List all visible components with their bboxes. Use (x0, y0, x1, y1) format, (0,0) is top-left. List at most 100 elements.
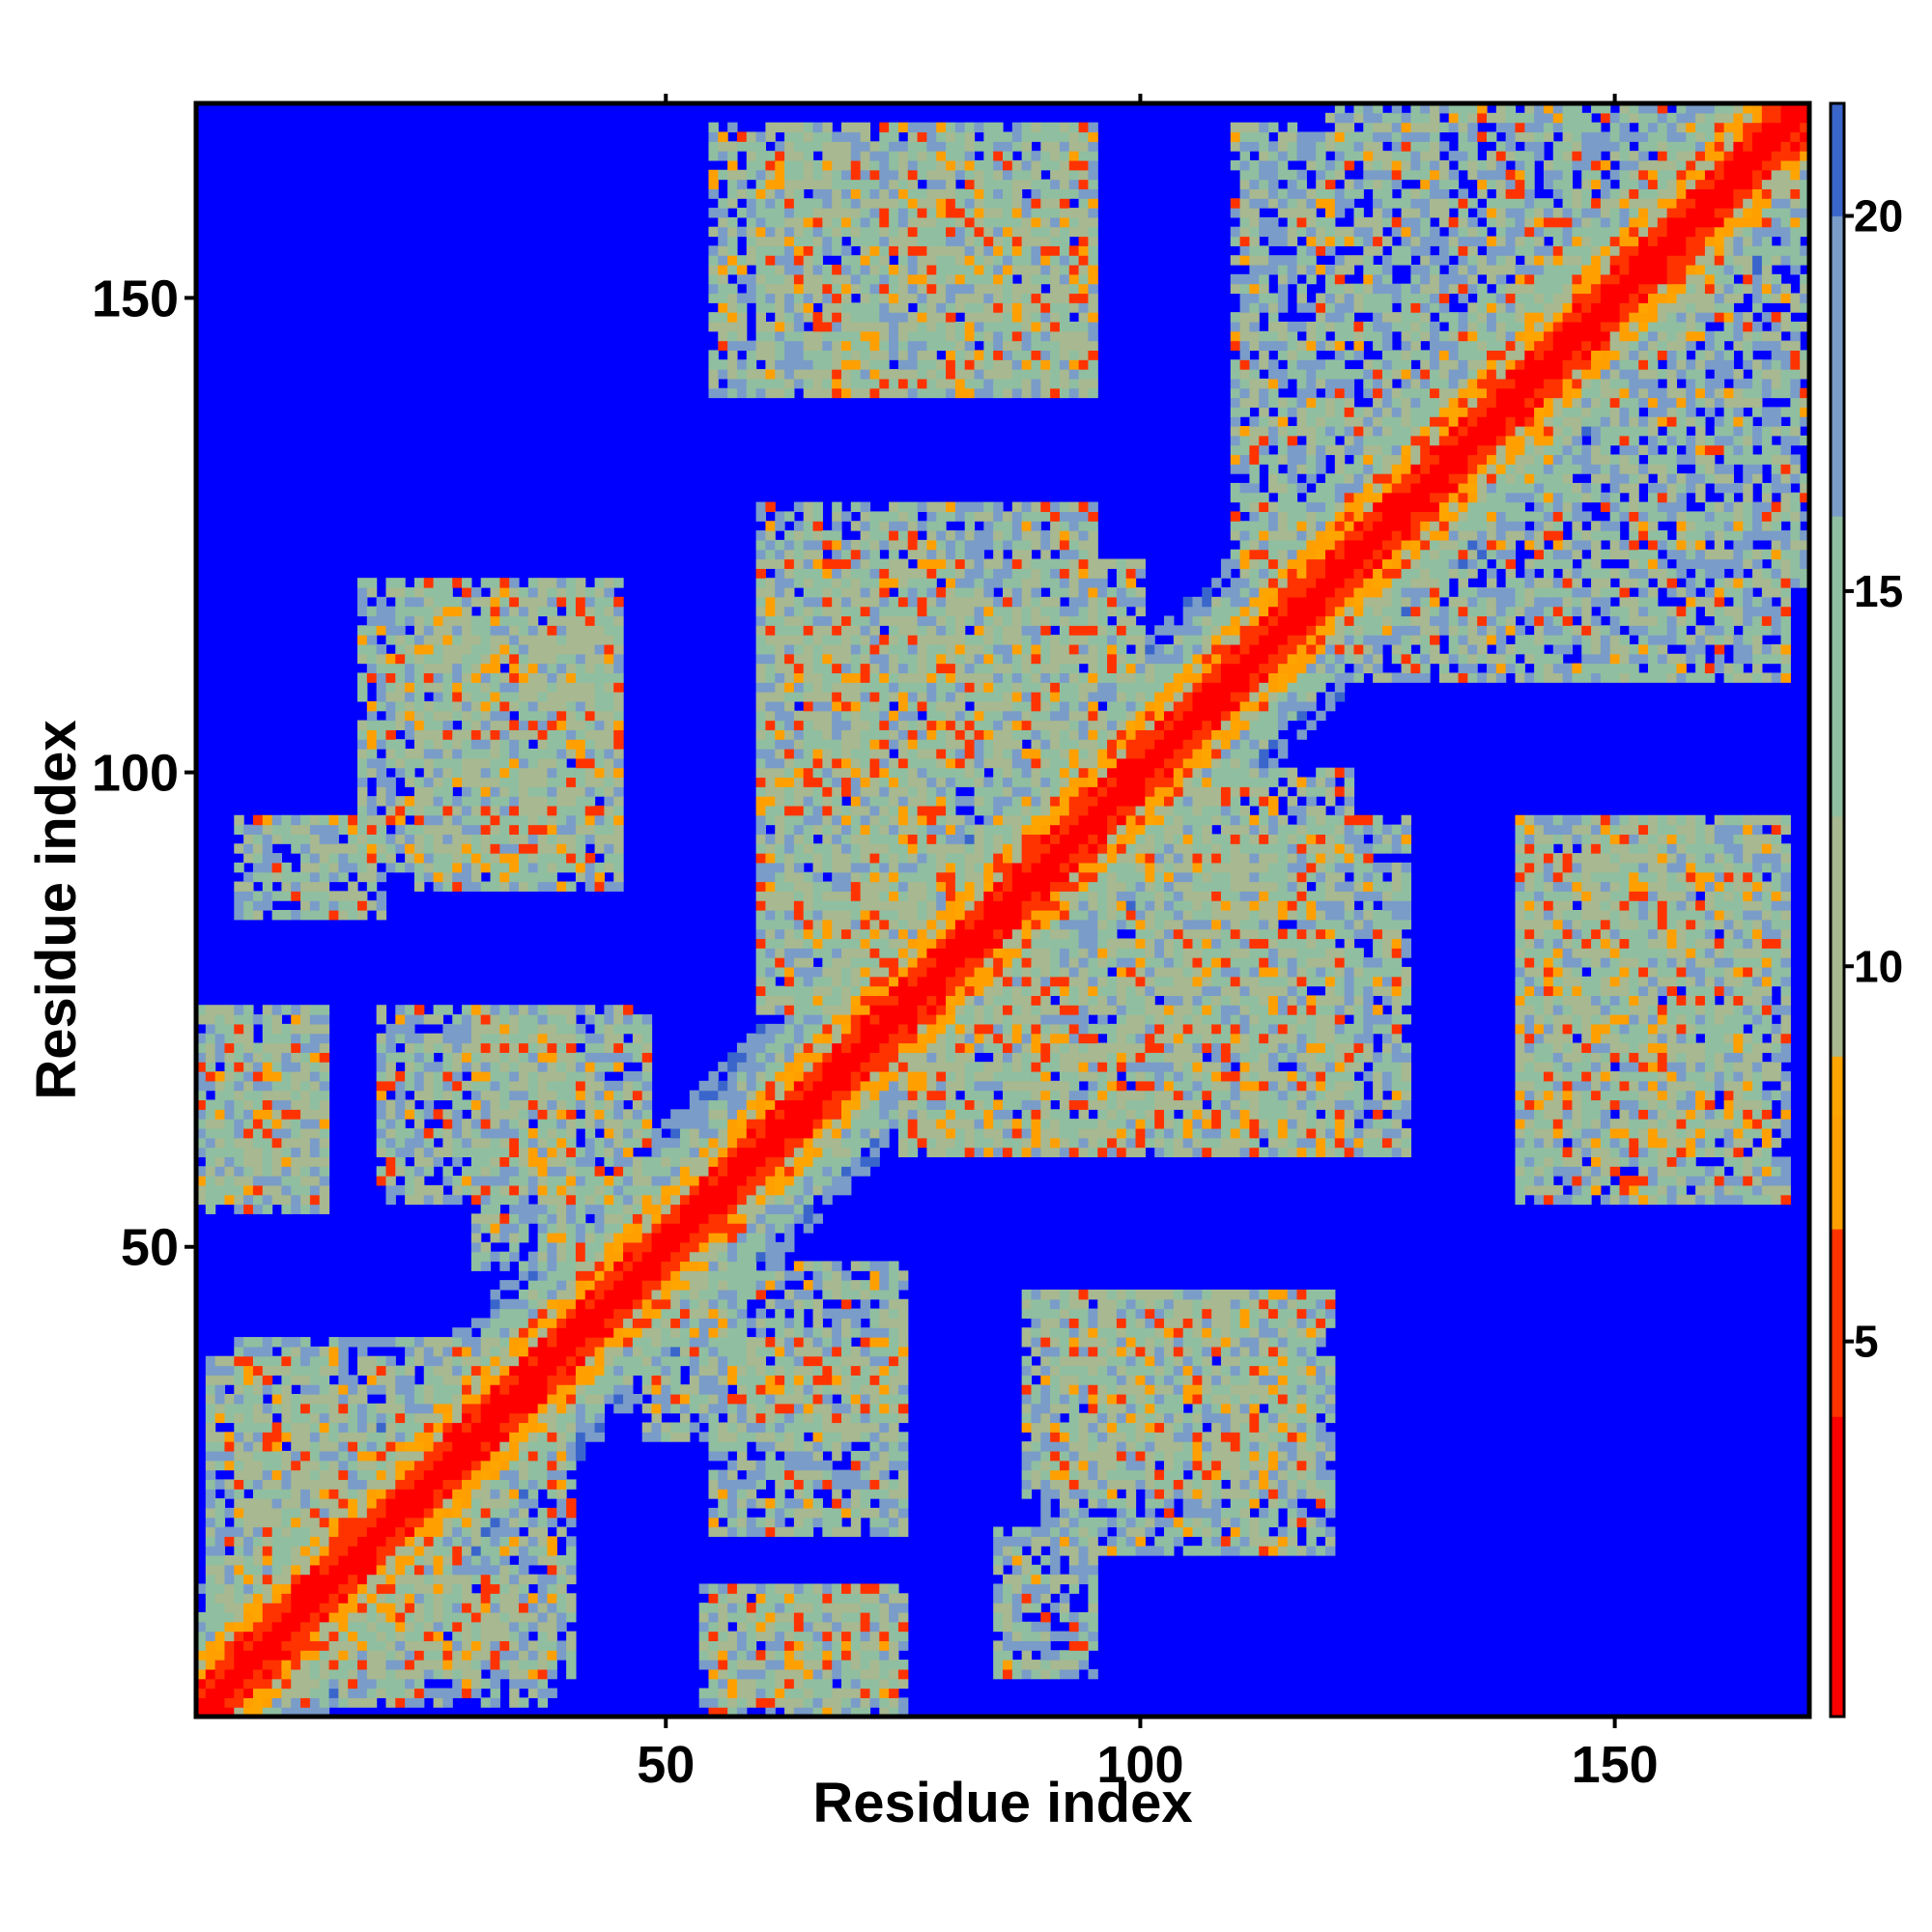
heatmap-cell (224, 1090, 235, 1101)
heatmap-cell (594, 1355, 606, 1367)
heatmap-cell (775, 729, 785, 740)
heatmap-cell (395, 1603, 406, 1613)
heatmap-cell (566, 834, 577, 844)
heatmap-cell (604, 635, 614, 645)
heatmap-cell (746, 1498, 757, 1509)
heatmap-cell (519, 1090, 529, 1101)
heatmap-cell (413, 1603, 425, 1613)
heatmap-cell (462, 720, 472, 730)
heatmap-cell (376, 891, 387, 901)
heatmap-cell (736, 1603, 748, 1613)
heatmap-cell (793, 1137, 805, 1149)
heatmap-cell (462, 1052, 472, 1063)
heatmap-cell (718, 1355, 728, 1367)
heatmap-cell (385, 1412, 396, 1424)
heatmap-cell (366, 1660, 378, 1670)
heatmap-cell (755, 596, 767, 608)
heatmap-cell (793, 302, 805, 313)
heatmap-cell (537, 1280, 549, 1291)
heatmap-cell (519, 1223, 529, 1234)
heatmap-cell (281, 1517, 292, 1528)
heatmap-cell (433, 796, 444, 807)
heatmap-cell (413, 749, 425, 759)
heatmap-cell (803, 1213, 814, 1224)
heatmap-cell (784, 948, 795, 958)
heatmap-cell (509, 1621, 520, 1633)
heatmap-cell (499, 843, 510, 854)
heatmap-cell (708, 273, 719, 285)
heatmap-cell (413, 843, 425, 854)
heatmap-cell (376, 1650, 387, 1661)
heatmap-cell (262, 900, 273, 911)
heatmap-cell (537, 871, 549, 883)
heatmap-cell (442, 1469, 453, 1481)
heatmap-cell (537, 682, 549, 693)
heatmap-cell (252, 824, 264, 836)
heatmap-cell (727, 255, 738, 266)
heatmap-cell (632, 1204, 643, 1214)
heatmap-cell (566, 606, 577, 617)
heatmap-cell (214, 1042, 226, 1053)
heatmap-cell (338, 1384, 349, 1395)
heatmap-cell (755, 1137, 767, 1149)
heatmap-cell (470, 1318, 482, 1328)
heatmap-cell (698, 1298, 710, 1310)
heatmap-cell (803, 1583, 814, 1594)
heatmap-cell (234, 1688, 244, 1698)
heatmap-cell (470, 1080, 482, 1092)
heatmap-cell (623, 1204, 634, 1214)
heatmap-cell (480, 1062, 492, 1072)
heatmap-cell (262, 1023, 273, 1035)
heatmap-cell (470, 1498, 482, 1509)
heatmap-cell (584, 615, 596, 626)
heatmap-cell (405, 853, 415, 864)
heatmap-cell (442, 1479, 453, 1490)
heatmap-cell (718, 1204, 728, 1214)
heatmap-cell (537, 1109, 549, 1120)
heatmap-cell (755, 615, 767, 626)
heatmap-cell (727, 1479, 738, 1490)
heatmap-cell (547, 1251, 557, 1263)
heatmap-cell (736, 1355, 748, 1367)
heatmap-cell (803, 1327, 814, 1338)
heatmap-cell (338, 1469, 349, 1481)
heatmap-cell (613, 578, 624, 588)
heatmap-cell (328, 1450, 339, 1462)
heatmap-cell (793, 1071, 805, 1082)
heatmap-cell (413, 862, 425, 873)
heatmap-cell (547, 625, 557, 636)
heatmap-cell (234, 1422, 244, 1433)
heatmap-cell (357, 1546, 368, 1556)
heatmap-cell (793, 198, 805, 209)
heatmap-cell (413, 1080, 425, 1092)
heatmap-cell (462, 862, 472, 873)
heatmap-cell (755, 1403, 767, 1414)
heatmap-cell (423, 1384, 435, 1395)
heatmap-cell (556, 1422, 567, 1433)
heatmap-cell (271, 1147, 283, 1158)
heatmap-cell (575, 1441, 586, 1452)
heatmap-cell (727, 1184, 738, 1196)
heatmap-cell (470, 1176, 482, 1186)
heatmap-cell (271, 1005, 283, 1015)
heatmap-cell (348, 1564, 358, 1576)
heatmap-cell (661, 1365, 671, 1376)
heatmap-cell (509, 1023, 520, 1035)
heatmap-cell (433, 692, 444, 702)
heatmap-cell (357, 1697, 368, 1708)
heatmap-cell (775, 720, 785, 730)
heatmap-cell (755, 1109, 767, 1120)
heatmap-cell (784, 1156, 795, 1167)
heatmap-cell (765, 1621, 776, 1633)
heatmap-cell (575, 1298, 586, 1310)
heatmap-cell (519, 1650, 529, 1661)
heatmap-cell (376, 1033, 387, 1044)
heatmap-cell (547, 1660, 557, 1670)
heatmap-cell (784, 1327, 795, 1338)
heatmap-cell (413, 1394, 425, 1405)
heatmap-cell (775, 1023, 785, 1035)
heatmap-cell (547, 1412, 557, 1424)
heatmap-cell (433, 1365, 444, 1376)
heatmap-cell (243, 1583, 254, 1594)
heatmap-cell (718, 1441, 728, 1452)
